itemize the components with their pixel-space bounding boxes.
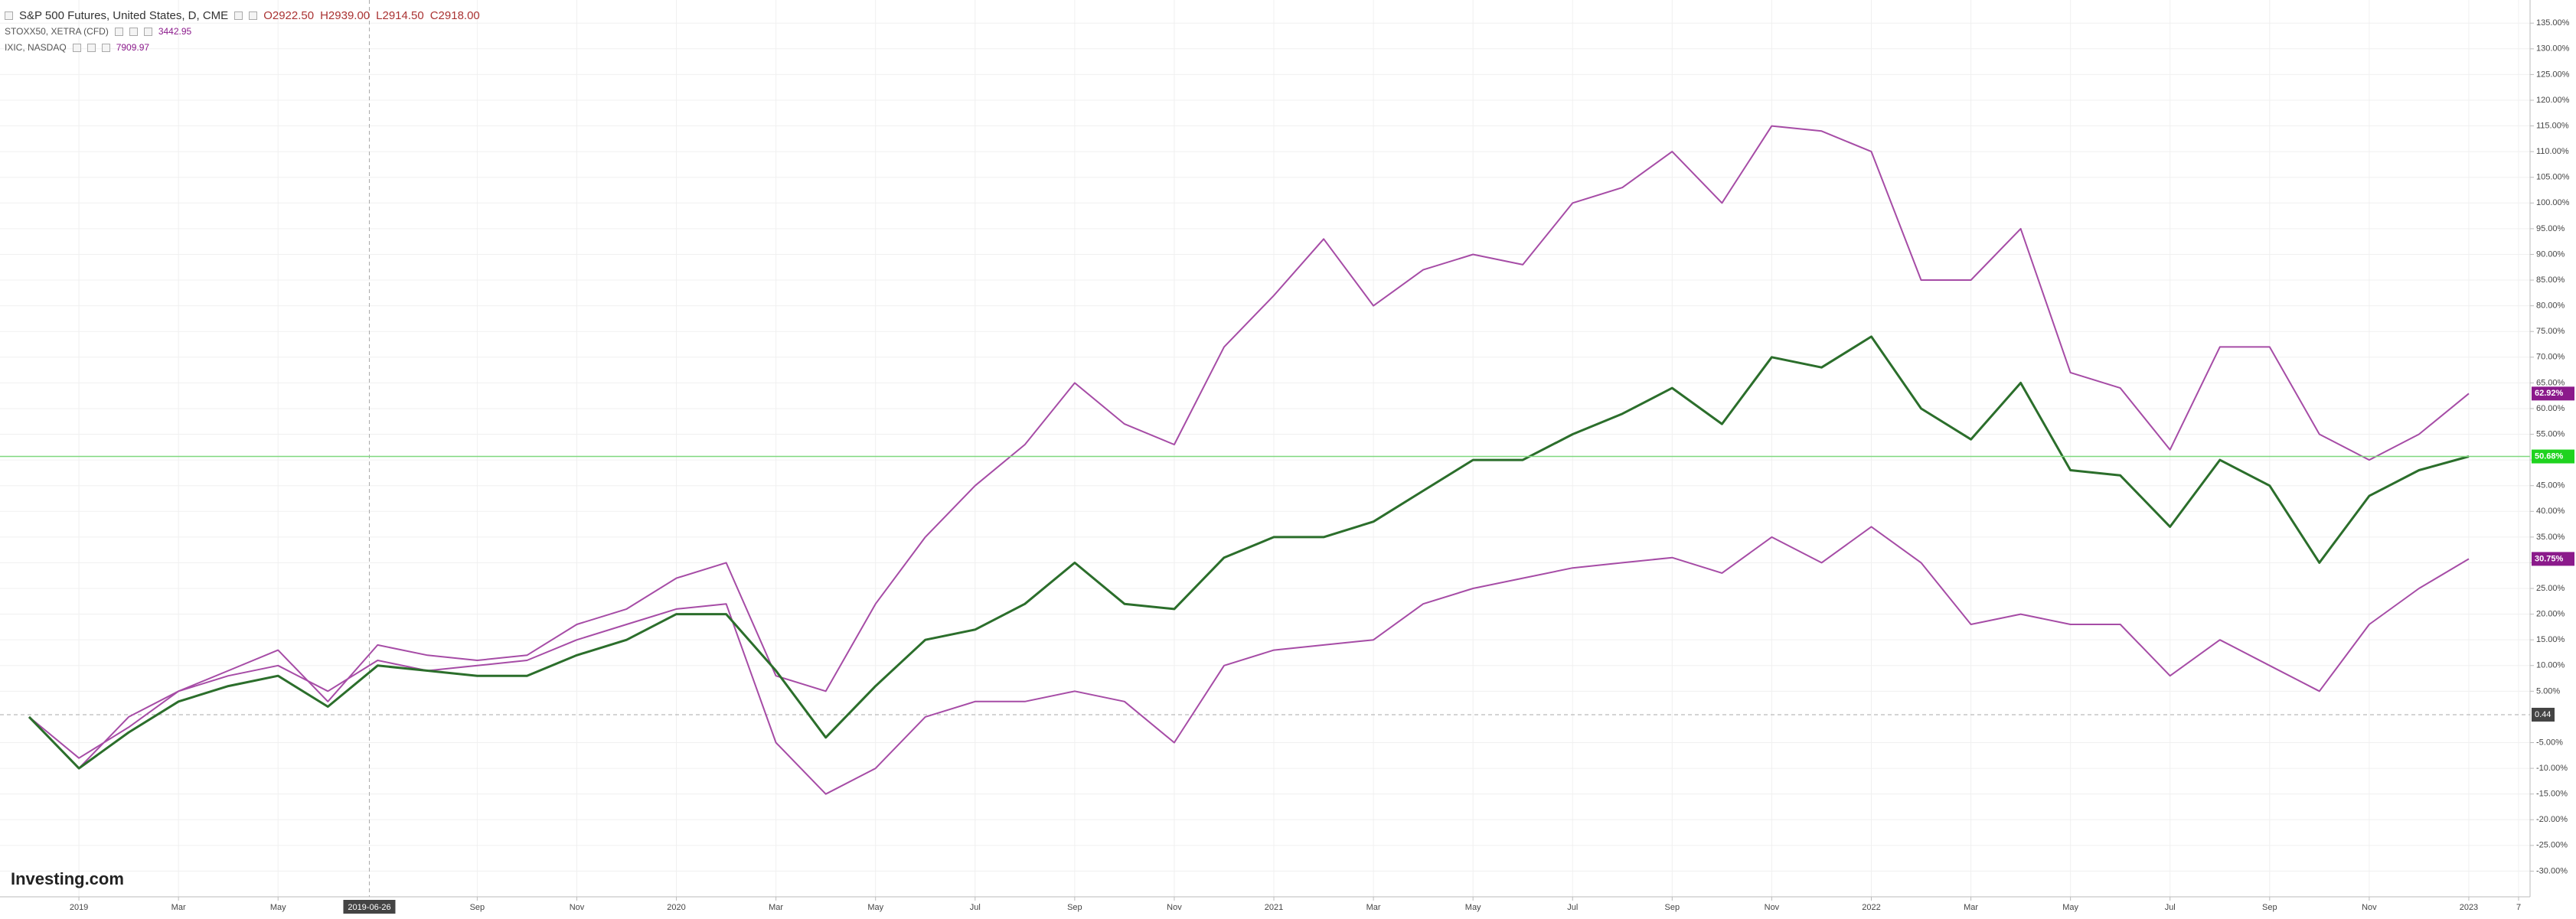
x-tick-label: Sep: [1067, 903, 1082, 912]
legend-compare: IXIC, NASDAQ 7909.97: [5, 40, 480, 56]
series-value: 7909.97: [116, 42, 150, 53]
y-tick-label: 45.00%: [2536, 481, 2565, 490]
x-tick-label: 2021: [1265, 903, 1283, 912]
x-tick-label: Nov: [570, 903, 585, 912]
legend-compare: STOXX50, XETRA (CFD) 3442.95: [5, 24, 480, 40]
y-tick-label: 95.00%: [2536, 224, 2565, 233]
crosshair-x-label: 2019-06-26: [348, 903, 390, 912]
crosshair-y-label: 0.44: [2535, 710, 2551, 719]
y-tick-label: 115.00%: [2536, 121, 2569, 130]
ohlc-high: H2939.00: [320, 9, 371, 22]
series-value: 3442.95: [158, 26, 192, 37]
x-tick-label: Mar: [769, 903, 783, 912]
last-value-label: 30.75%: [2535, 554, 2564, 563]
last-value-label: 62.92%: [2535, 389, 2564, 398]
y-tick-label: 85.00%: [2536, 275, 2565, 285]
icon[interactable]: [72, 44, 81, 52]
y-tick-label: -20.00%: [2536, 815, 2568, 824]
y-tick-label: -25.00%: [2536, 841, 2568, 850]
y-tick-label: 105.00%: [2536, 173, 2570, 182]
y-tick-label: 125.00%: [2536, 70, 2570, 79]
x-tick-label: 2023: [2460, 903, 2478, 912]
x-tick-label: Mar: [1964, 903, 1978, 912]
y-tick-label: 15.00%: [2536, 635, 2565, 644]
legend: S&P 500 Futures, United States, D, CME O…: [5, 8, 480, 56]
y-tick-label: 75.00%: [2536, 327, 2565, 336]
x-tick-label: Mar: [1366, 903, 1381, 912]
x-tick-label: 2022: [1862, 903, 1880, 912]
icon[interactable]: [129, 28, 138, 36]
x-tick-label: Sep: [1665, 903, 1680, 912]
y-tick-label: -30.00%: [2536, 866, 2568, 875]
ohlc-low: L2914.50: [376, 9, 424, 22]
crosshair-y-badge: [2532, 707, 2555, 722]
grid: [0, 0, 2530, 897]
icon[interactable]: [87, 44, 96, 52]
crosshair-x-badge: [343, 900, 396, 914]
y-tick-label: 35.00%: [2536, 533, 2565, 542]
icon[interactable]: [101, 44, 110, 52]
axes: -30.00% -25.00% -20.00% -15.00% -10.00% -5.00…: [70, 18, 2574, 914]
x-tick-label: Jul: [970, 903, 981, 912]
x-tick-label: Jul: [1567, 903, 1578, 912]
last-value-badge: [2532, 449, 2574, 464]
y-tick-label: 70.00%: [2536, 353, 2565, 362]
y-tick-label: 5.00%: [2536, 686, 2560, 696]
last-value-badge: [2532, 552, 2574, 566]
x-tick-label: Jul: [2165, 903, 2176, 912]
x-tick-label: Sep: [2262, 903, 2277, 912]
x-tick-label: May: [2062, 903, 2078, 912]
x-tick-label: Nov: [1167, 903, 1182, 912]
x-tick-label: 7: [2516, 903, 2521, 912]
series-line: [28, 335, 2470, 770]
y-tick-label: 110.00%: [2536, 147, 2569, 156]
y-tick-label: 10.00%: [2536, 661, 2565, 670]
x-tick-label: 2019: [70, 903, 88, 912]
series-line: [28, 526, 2470, 795]
last-value-label: 50.68%: [2535, 451, 2564, 461]
icon[interactable]: [114, 28, 123, 36]
series-name: STOXX50, XETRA (CFD): [5, 26, 109, 37]
legend-main: S&P 500 Futures, United States, D, CME O…: [5, 8, 480, 24]
x-tick-label: 2020: [667, 903, 685, 912]
y-tick-label: 25.00%: [2536, 584, 2565, 593]
x-tick-label: Sep: [470, 903, 485, 912]
last-value-badge: [2532, 386, 2574, 401]
x-tick-label: May: [270, 903, 286, 912]
x-tick-label: Mar: [171, 903, 186, 912]
icon[interactable]: [234, 11, 243, 20]
x-tick-label: May: [867, 903, 883, 912]
x-tick-label: Nov: [2362, 903, 2377, 912]
y-tick-label: 40.00%: [2536, 507, 2565, 516]
ohlc-open: O2922.50: [263, 9, 315, 22]
y-tick-label: -10.00%: [2536, 764, 2568, 773]
x-tick-label: May: [1465, 903, 1481, 912]
series-name: S&P 500 Futures, United States, D, CME: [19, 9, 229, 22]
y-tick-label: 135.00%: [2536, 18, 2570, 28]
y-tick-label: 100.00%: [2536, 198, 2570, 207]
icon[interactable]: [143, 28, 152, 36]
y-tick-label: 55.00%: [2536, 429, 2565, 438]
x-tick-label: Nov: [1765, 903, 1780, 912]
icon[interactable]: [249, 11, 258, 20]
series-name: IXIC, NASDAQ: [5, 42, 67, 53]
y-tick-label: 60.00%: [2536, 404, 2565, 413]
y-tick-label: 130.00%: [2536, 44, 2570, 54]
icon: [5, 11, 13, 20]
y-tick-label: -15.00%: [2536, 790, 2568, 799]
y-tick-label: 80.00%: [2536, 301, 2565, 311]
y-tick-label: 65.00%: [2536, 378, 2565, 387]
series-line: [28, 125, 2470, 770]
y-tick-label: 120.00%: [2536, 96, 2570, 105]
y-tick-label: 90.00%: [2536, 249, 2565, 259]
plot-area: [0, 0, 2530, 897]
y-tick-label: 20.00%: [2536, 610, 2565, 619]
y-tick-label: -5.00%: [2536, 738, 2563, 747]
watermark: Investing.com: [11, 869, 124, 888]
ohlc-close: C2918.00: [429, 9, 480, 22]
